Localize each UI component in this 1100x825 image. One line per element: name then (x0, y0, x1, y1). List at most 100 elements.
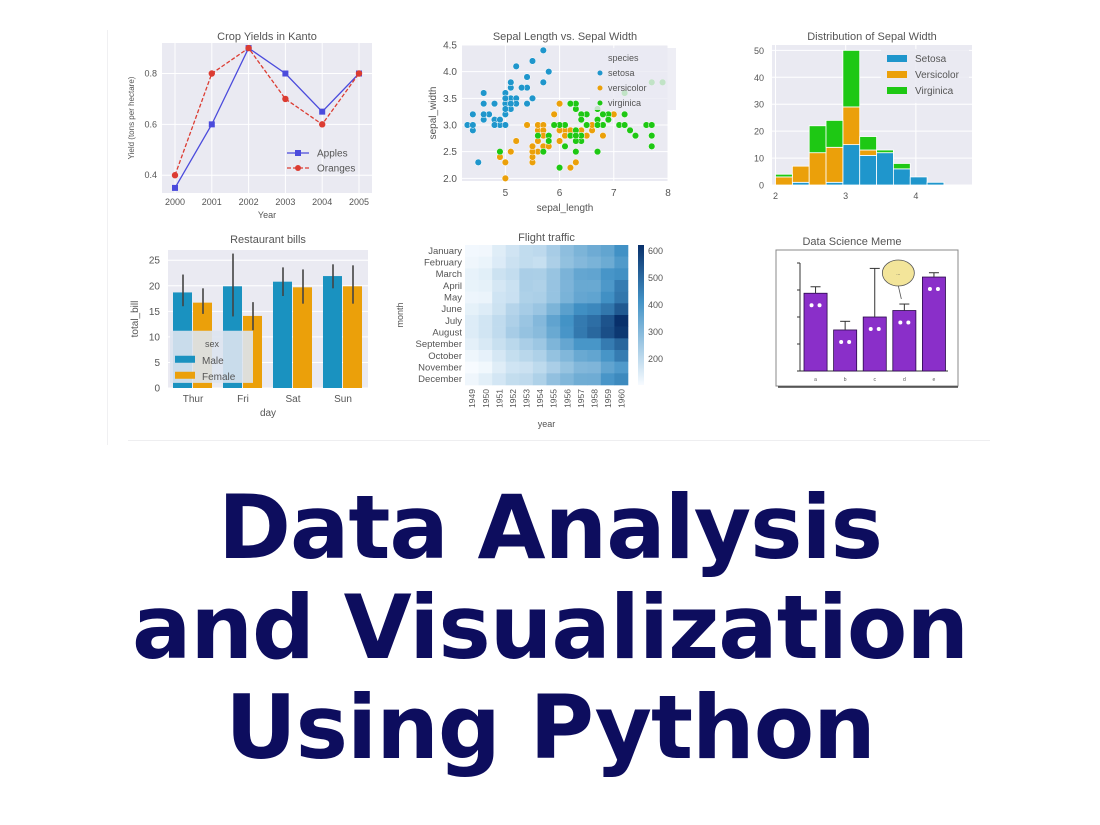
svg-text:4: 4 (913, 191, 918, 201)
svg-text:b: b (844, 377, 847, 383)
svg-text:Sun: Sun (334, 394, 352, 405)
svg-text:sepal_width: sepal_width (428, 87, 439, 140)
svg-text:Virginica: Virginica (915, 86, 954, 97)
svg-text:2003: 2003 (275, 197, 295, 207)
svg-text:Thur: Thur (183, 394, 204, 405)
svg-text:1957: 1957 (576, 389, 586, 408)
svg-text:1951: 1951 (494, 389, 504, 408)
svg-text:December: December (418, 374, 462, 385)
svg-text:sepal_length: sepal_length (537, 203, 594, 214)
svg-text:species: species (608, 53, 639, 63)
svg-text:50: 50 (754, 46, 764, 56)
svg-text:1949: 1949 (467, 389, 477, 408)
svg-text:200: 200 (648, 354, 663, 364)
title-line-2: and Visualization (131, 576, 969, 679)
svg-text:Data Science Meme: Data Science Meme (802, 236, 901, 248)
svg-text:5: 5 (154, 358, 160, 369)
svg-text:January: January (428, 246, 462, 257)
svg-text:August: August (432, 327, 462, 338)
svg-text:600: 600 (648, 246, 663, 256)
svg-text:month: month (395, 302, 405, 327)
svg-text:Year: Year (258, 210, 276, 220)
svg-text:8: 8 (665, 188, 671, 199)
svg-text:3.0: 3.0 (443, 121, 457, 132)
svg-text:total_bill: total_bill (130, 301, 141, 338)
svg-text:March: March (436, 269, 462, 280)
svg-text:10: 10 (754, 154, 764, 164)
svg-text:...: ... (896, 271, 900, 277)
svg-text:2000: 2000 (165, 197, 185, 207)
svg-text:February: February (424, 257, 462, 268)
svg-text:4.0: 4.0 (443, 67, 457, 78)
svg-text:June: June (441, 304, 462, 315)
svg-text:3.5: 3.5 (443, 94, 457, 105)
svg-text:May: May (444, 292, 462, 303)
svg-text:7: 7 (611, 188, 617, 199)
svg-text:1960: 1960 (617, 389, 627, 408)
svg-text:Restaurant bills: Restaurant bills (230, 234, 306, 246)
svg-text:c: c (873, 377, 876, 383)
svg-text:400: 400 (648, 300, 663, 310)
svg-text:0: 0 (759, 181, 764, 191)
svg-text:30: 30 (754, 100, 764, 110)
svg-text:d: d (903, 377, 906, 383)
svg-text:6: 6 (557, 188, 563, 199)
svg-text:0.6: 0.6 (144, 119, 157, 129)
svg-text:40: 40 (754, 73, 764, 83)
svg-text:20: 20 (149, 281, 161, 292)
svg-text:2.5: 2.5 (443, 147, 457, 158)
svg-text:a: a (814, 377, 817, 383)
svg-text:3: 3 (843, 191, 848, 201)
chart-title: Crop Yields in Kanto (217, 31, 317, 43)
svg-text:July: July (445, 316, 462, 327)
svg-text:Sepal Length vs. Sepal Width: Sepal Length vs. Sepal Width (493, 31, 637, 43)
svg-text:Fri: Fri (237, 394, 249, 405)
svg-text:0: 0 (154, 384, 160, 395)
figure-left-border (107, 30, 108, 445)
svg-text:sex: sex (205, 339, 220, 349)
svg-text:1954: 1954 (535, 389, 545, 408)
svg-text:2.0: 2.0 (443, 174, 457, 185)
figure-bottom-border (128, 440, 990, 441)
title-line-1: Data Analysis (217, 476, 883, 579)
svg-text:1956: 1956 (562, 389, 572, 408)
svg-text:1955: 1955 (549, 389, 559, 408)
svg-text:10: 10 (149, 332, 161, 343)
svg-text:Setosa: Setosa (915, 54, 947, 65)
svg-text:2004: 2004 (312, 197, 332, 207)
crop-yields-chart: Crop Yields in Kanto 0.4 0.6 0.8 2000 2001 200… (110, 25, 380, 225)
flight-traffic-heatmap: Flight traffic January February March April M… (395, 225, 685, 435)
svg-text:15: 15 (149, 307, 161, 318)
svg-text:September: September (416, 339, 462, 350)
svg-text:Versicolor: Versicolor (915, 70, 960, 81)
svg-text:2: 2 (773, 191, 778, 201)
data-science-meme-chart: Data Science Meme a b c d e... (760, 225, 980, 395)
svg-text:500: 500 (648, 273, 663, 283)
restaurant-bills-chart: Restaurant bills 0 5 10 15 20 25 Thur Fri Sat Sun d… (110, 225, 380, 425)
svg-text:April: April (443, 281, 462, 292)
sepal-histogram-chart: Distribution of Sepal Width 0 10 20 30 40 50 2 3… (740, 25, 990, 225)
svg-text:Sat: Sat (285, 394, 300, 405)
svg-text:Apples: Apples (317, 149, 348, 160)
svg-text:Distribution of Sepal Width: Distribution of Sepal Width (807, 31, 937, 43)
svg-text:virginica: virginica (608, 98, 641, 108)
svg-text:0.8: 0.8 (144, 69, 157, 79)
svg-text:25: 25 (149, 256, 161, 267)
svg-text:day: day (260, 408, 276, 419)
svg-text:Yield (tons per hectare): Yield (tons per hectare) (127, 76, 136, 159)
svg-text:1953: 1953 (522, 389, 532, 408)
title-line-3: Using Python (225, 676, 876, 779)
slide-title: Data Analysis and Visualization Using Py… (0, 478, 1100, 778)
svg-text:November: November (418, 362, 462, 373)
svg-text:e: e (933, 377, 936, 383)
svg-text:versicolor: versicolor (608, 83, 647, 93)
svg-text:1952: 1952 (508, 389, 518, 408)
svg-text:1958: 1958 (589, 389, 599, 408)
svg-text:Male: Male (202, 356, 224, 367)
svg-text:October: October (428, 351, 462, 362)
svg-text:Female: Female (202, 372, 236, 383)
sepal-scatter-chart: Sepal Length vs. Sepal Width 2.0 2.5 3.0 3.5… (410, 25, 680, 225)
svg-text:2002: 2002 (239, 197, 259, 207)
svg-text:2001: 2001 (202, 197, 222, 207)
svg-text:4.5: 4.5 (443, 41, 457, 52)
